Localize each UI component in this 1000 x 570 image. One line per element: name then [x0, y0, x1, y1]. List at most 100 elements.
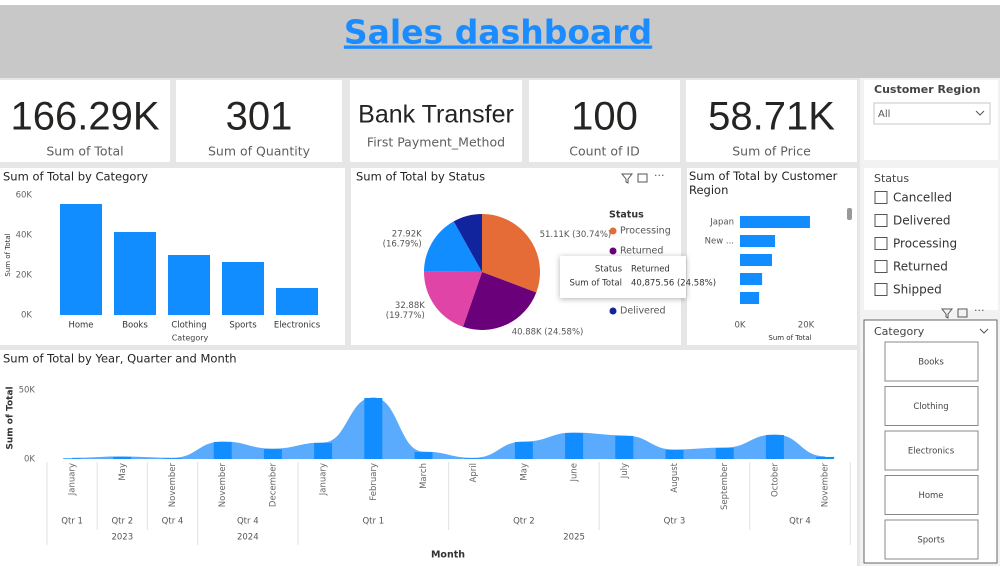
slicer-option: Home [918, 491, 943, 501]
pie-slice[interactable] [453, 214, 482, 272]
bar[interactable] [816, 456, 835, 459]
slicer-title: Status [874, 172, 909, 185]
chart-title: Sum of Total by Year, Quarter and Month [3, 352, 237, 366]
x-tick-label: 0K [735, 321, 746, 331]
slicer-button[interactable] [884, 341, 979, 382]
x-tick-label: October [770, 463, 780, 498]
bar[interactable] [414, 452, 433, 459]
x-tick-label: March [419, 463, 429, 489]
legend-label[interactable]: Returned [620, 246, 663, 257]
x-tick-label: June [570, 463, 580, 483]
checkbox[interactable] [874, 237, 888, 250]
legend-label[interactable]: Delivered [620, 306, 665, 317]
year-label: 2024 [237, 533, 259, 543]
bar [740, 235, 775, 247]
slicer-title: Customer Region [874, 83, 980, 96]
chart-title: Sum of Total by Category [3, 170, 148, 184]
bar[interactable] [464, 458, 483, 459]
dashboard-title[interactable]: Sales dashboard [344, 13, 652, 52]
x-axis-label: Sum of Total [768, 334, 811, 342]
quarter-label: Qtr 4 [162, 517, 184, 527]
x-tick-label: January [68, 463, 78, 496]
x-tick-label: January [319, 463, 329, 496]
x-tick-label: November [821, 462, 831, 507]
bar [740, 254, 773, 266]
slicer-option: Clothing [913, 402, 948, 412]
slicer-option: Sports [917, 536, 945, 546]
bar [114, 232, 156, 315]
x-tick-label: February [369, 463, 379, 501]
kpi-label: First Payment_Method [367, 135, 505, 150]
bar[interactable] [765, 434, 784, 459]
chevron [975, 110, 985, 116]
bar[interactable] [615, 435, 634, 459]
bar [168, 255, 210, 315]
y-axis-label: Sum of Total [6, 386, 16, 449]
legend-label[interactable]: Processing [620, 226, 671, 237]
x-tick-label: 20K [798, 321, 815, 331]
dropdown[interactable] [873, 102, 991, 125]
y-tick-label: Japan [709, 218, 734, 228]
bar[interactable] [715, 447, 734, 459]
year-label: 2023 [111, 533, 133, 543]
y-tick-label: 60K [16, 191, 33, 201]
pie-slice[interactable] [424, 271, 482, 327]
x-tick-label: Clothing [171, 321, 206, 331]
bar[interactable] [565, 433, 584, 459]
checkbox[interactable] [874, 283, 888, 296]
focus-icon[interactable] [957, 308, 968, 318]
checkbox[interactable] [874, 214, 888, 227]
quarter-label: Qtr 1 [362, 517, 384, 527]
y-tick-label: 20K [16, 271, 33, 281]
bar[interactable] [213, 442, 232, 459]
chart-title: Sum of Total by Status [356, 170, 485, 184]
kpi-card [686, 80, 857, 162]
y-tick-label: 50K [19, 386, 36, 396]
bar[interactable] [163, 458, 182, 459]
bar [740, 273, 763, 285]
data-label: 27.92K (16.79%) [383, 229, 422, 249]
slicer-button[interactable] [884, 430, 979, 471]
filter-icon[interactable] [940, 308, 954, 319]
slicer-button[interactable] [884, 386, 979, 426]
more-icon[interactable]: ··· [974, 304, 985, 317]
more-icon[interactable]: ··· [654, 169, 665, 182]
kpi-card [350, 80, 522, 162]
slicer-button[interactable] [884, 475, 979, 515]
bar[interactable] [314, 442, 333, 459]
focus-icon[interactable] [637, 173, 648, 183]
ribbon-strip [0, 0, 1000, 5]
quarter-label: Qtr 2 [513, 517, 535, 527]
kpi-label: Sum of Total [46, 144, 123, 159]
kpi-label: Count of ID [569, 144, 639, 159]
quarter-label: Qtr 1 [61, 517, 83, 527]
x-tick-label: December [268, 462, 278, 507]
x-axis-label: Month [431, 550, 465, 561]
pie-slice[interactable] [424, 221, 482, 272]
x-tick-label: May [118, 463, 128, 481]
slicer-option: Shipped [893, 283, 942, 297]
y-axis-label: Sum of Total [4, 233, 12, 276]
bar[interactable] [364, 398, 383, 459]
checkbox[interactable] [874, 260, 888, 273]
bar[interactable] [263, 449, 282, 459]
kpi-value: 301 [226, 95, 293, 139]
kpi-label: Sum of Price [732, 144, 811, 159]
slicer-button[interactable] [884, 519, 979, 560]
bar [60, 204, 102, 315]
pie-slice[interactable] [482, 214, 540, 293]
bar[interactable] [665, 450, 684, 459]
bar[interactable] [63, 458, 82, 459]
tooltip-label: Sum of Total [569, 279, 622, 289]
tooltip-value: 40,875.56 (24.58%) [631, 279, 716, 289]
x-tick-label: September [720, 462, 730, 509]
x-tick-label: August [670, 462, 680, 492]
filter-icon[interactable] [620, 173, 634, 184]
y-tick-label: 40K [16, 231, 33, 241]
quarter-label: Qtr 4 [789, 517, 811, 527]
checkbox[interactable] [874, 191, 888, 204]
bar[interactable] [514, 442, 533, 459]
pie-slice[interactable] [462, 272, 537, 330]
bar[interactable] [113, 456, 132, 459]
data-label: 40.88K (24.58%) [512, 327, 584, 337]
